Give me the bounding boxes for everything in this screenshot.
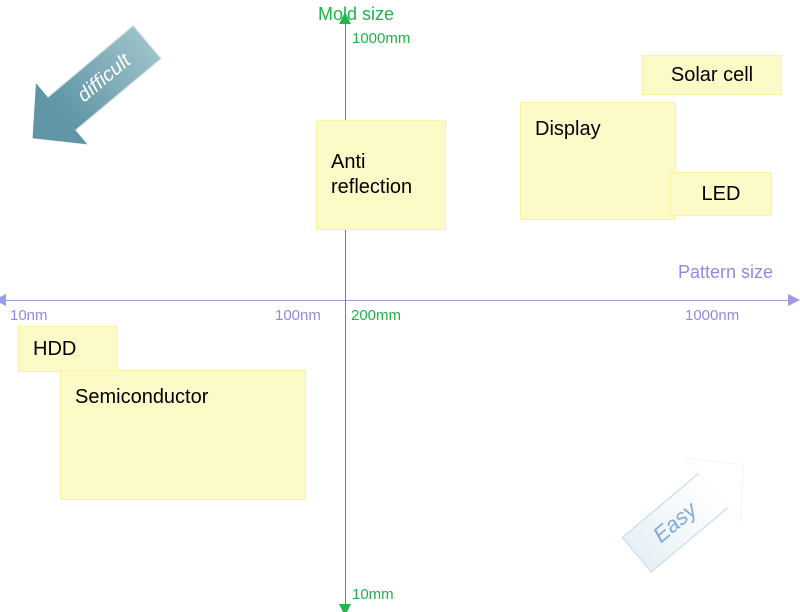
box-hdd: HDD xyxy=(18,326,118,372)
y-axis-title: Mold size xyxy=(318,4,394,25)
tick-label: 10nm xyxy=(10,307,48,324)
x-axis xyxy=(6,300,788,301)
x-axis-arrow-right xyxy=(788,294,800,306)
difficult-label: difficult xyxy=(73,49,135,107)
tick-label: 200mm xyxy=(351,307,401,324)
box-solar-cell: Solar cell xyxy=(642,55,782,95)
easy-arrow: Easy xyxy=(620,468,760,552)
y-axis-arrow-bottom xyxy=(339,604,351,612)
chart-canvas: { "canvas": { "width": 800, "height": 61… xyxy=(0,0,800,612)
x-axis-arrow-left xyxy=(0,294,6,306)
tick-label: 1000nm xyxy=(685,307,739,324)
box-display: Display xyxy=(520,102,676,220)
y-axis xyxy=(345,24,346,604)
difficult-arrow: difficult xyxy=(15,50,165,130)
box-semiconductor: Semiconductor xyxy=(60,370,306,500)
tick-label: 1000mm xyxy=(352,30,410,47)
tick-label: 10mm xyxy=(352,586,394,603)
x-axis-title: Pattern size xyxy=(678,262,773,283)
box-led: LED xyxy=(670,172,772,216)
tick-label: 100nm xyxy=(275,307,321,324)
easy-label: Easy xyxy=(648,497,702,548)
box-anti-reflection: Anti reflection xyxy=(316,120,446,230)
